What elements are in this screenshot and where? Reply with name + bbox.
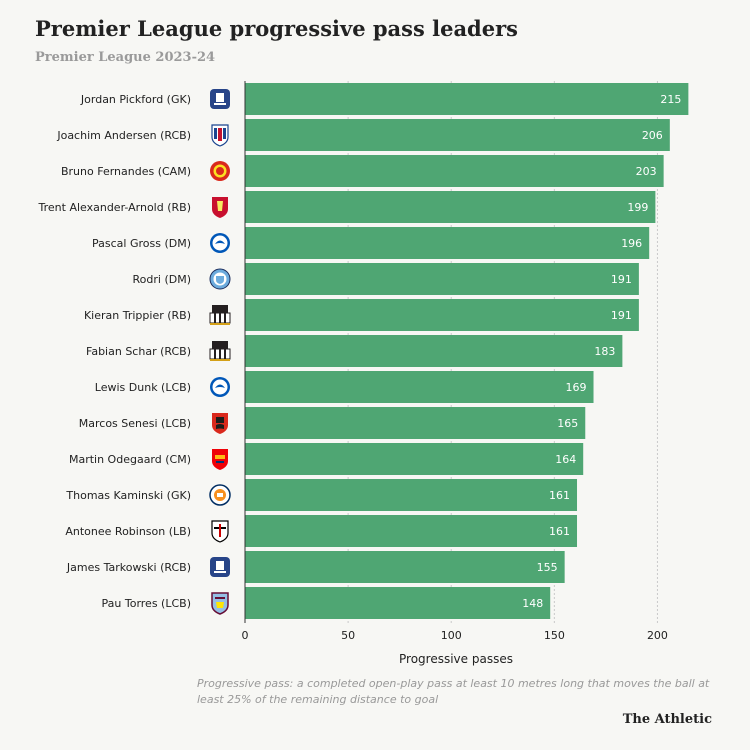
bar-value-label: 199 — [627, 201, 648, 214]
x-tick-label: 50 — [341, 629, 355, 642]
bar — [245, 587, 551, 619]
fulham-badge-icon — [211, 520, 229, 543]
category-label: Trent Alexander-Arnold (RB) — [38, 201, 191, 214]
bar-chart: 215 Jordan Pickford (GK) 206 Joachim Anders… — [38, 81, 689, 666]
brighton-badge-icon — [210, 233, 230, 253]
brighton-badge-icon — [210, 377, 230, 397]
category-label: Kieran Trippier (RB) — [84, 309, 191, 322]
manchester-city-badge-icon — [209, 268, 231, 290]
category-label: Bruno Fernandes (CAM) — [61, 165, 191, 178]
luton-badge-icon — [209, 484, 231, 506]
chart-title: Premier League progressive pass leaders — [35, 16, 518, 41]
bar-value-label: 165 — [557, 417, 578, 430]
bar — [245, 191, 656, 223]
x-tick-label: 100 — [441, 629, 462, 642]
bar — [245, 263, 639, 295]
arsenal-badge-icon — [212, 449, 228, 470]
bar-value-label: 164 — [555, 453, 576, 466]
bar-value-label: 196 — [621, 237, 642, 250]
bar-value-label: 191 — [611, 273, 632, 286]
category-label: Thomas Kaminski (GK) — [65, 489, 191, 502]
everton-badge-icon — [210, 89, 230, 109]
bar-value-label: 206 — [642, 129, 663, 142]
bar — [245, 155, 664, 187]
footnote: Progressive pass: a completed open-play … — [197, 677, 710, 706]
category-label: Lewis Dunk (LCB) — [95, 381, 191, 394]
bar — [245, 299, 639, 331]
crystal-palace-badge-icon — [211, 124, 229, 147]
x-tick-label: 200 — [647, 629, 668, 642]
bar-value-label: 161 — [549, 525, 570, 538]
bar-value-label: 155 — [537, 561, 558, 574]
bar — [245, 227, 650, 259]
bar-value-label: 191 — [611, 309, 632, 322]
newcastle-badge-icon — [209, 341, 231, 361]
category-label: Antonee Robinson (LB) — [65, 525, 191, 538]
bar-value-label: 169 — [566, 381, 587, 394]
chart-subtitle: Premier League 2023-24 — [35, 50, 216, 65]
bar — [245, 335, 623, 367]
x-tick-label: 0 — [242, 629, 249, 642]
everton-badge-icon — [210, 557, 230, 577]
bar — [245, 551, 565, 583]
category-label: James Tarkowski (RCB) — [66, 561, 191, 574]
bar-value-label: 161 — [549, 489, 570, 502]
x-axis-title: Progressive passes — [399, 652, 513, 666]
bar-value-label: 215 — [660, 93, 681, 106]
bar — [245, 515, 578, 547]
category-label: Rodri (DM) — [133, 273, 191, 286]
aston-villa-badge-icon — [211, 592, 229, 615]
newcastle-badge-icon — [209, 305, 231, 325]
bar-value-label: 183 — [594, 345, 615, 358]
category-label: Fabian Schar (RCB) — [86, 345, 191, 358]
category-label: Pascal Gross (DM) — [92, 237, 191, 250]
bar-value-label: 203 — [636, 165, 657, 178]
bar — [245, 83, 689, 115]
bar-value-label: 148 — [522, 597, 543, 610]
category-label: Joachim Andersen (RCB) — [56, 129, 191, 142]
bar — [245, 119, 670, 151]
x-tick-label: 150 — [544, 629, 565, 642]
category-label: Martin Odegaard (CM) — [69, 453, 191, 466]
bar — [245, 443, 584, 475]
liverpool-badge-icon — [212, 197, 228, 218]
bar — [245, 479, 578, 511]
brand-logo: The Athletic — [622, 712, 712, 727]
manchester-united-badge-icon — [210, 161, 230, 181]
category-label: Marcos Senesi (LCB) — [79, 417, 191, 430]
category-label: Pau Torres (LCB) — [102, 597, 191, 610]
bar — [245, 371, 594, 403]
bournemouth-badge-icon — [212, 413, 228, 434]
bar — [245, 407, 586, 439]
category-label: Jordan Pickford (GK) — [80, 93, 191, 106]
